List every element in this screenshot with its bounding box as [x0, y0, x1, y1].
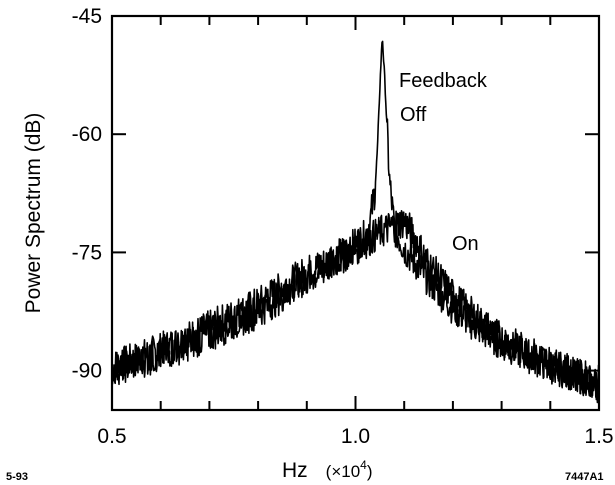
y-tick-label: -45 — [72, 5, 102, 28]
footnote-date: 5-93 — [6, 471, 28, 483]
y-tick-label: -75 — [72, 241, 102, 264]
x-axis-title-exponent: 4 — [360, 458, 367, 472]
x-tick-label: 0.5 — [97, 425, 126, 448]
x-axis-title-close: ) — [367, 462, 373, 481]
y-axis-title: Power Spectrum (dB) — [22, 113, 45, 314]
footnote-figure-id: 7447A1 — [565, 471, 604, 483]
x-axis-title-units: (×10 — [326, 462, 361, 481]
y-tick-label: -90 — [72, 360, 102, 383]
series-layer — [111, 40, 600, 404]
x-tick-label: 1.0 — [341, 425, 370, 448]
tick-marks — [112, 15, 599, 410]
annotation-on: On — [452, 233, 479, 255]
series-line-on — [111, 210, 600, 400]
x-axis-title-hz: Hz — [282, 459, 308, 482]
annotation-off: Off — [400, 104, 427, 126]
x-tick-label: 1.5 — [584, 425, 613, 448]
annotation-feedback: Feedback — [399, 70, 488, 92]
tick-labels: -45 -60 -75 -90 0.5 1.0 1.5 — [72, 5, 614, 448]
y-tick-label: -60 — [72, 123, 102, 146]
x-axis-title: Hz (×104) — [282, 458, 373, 482]
